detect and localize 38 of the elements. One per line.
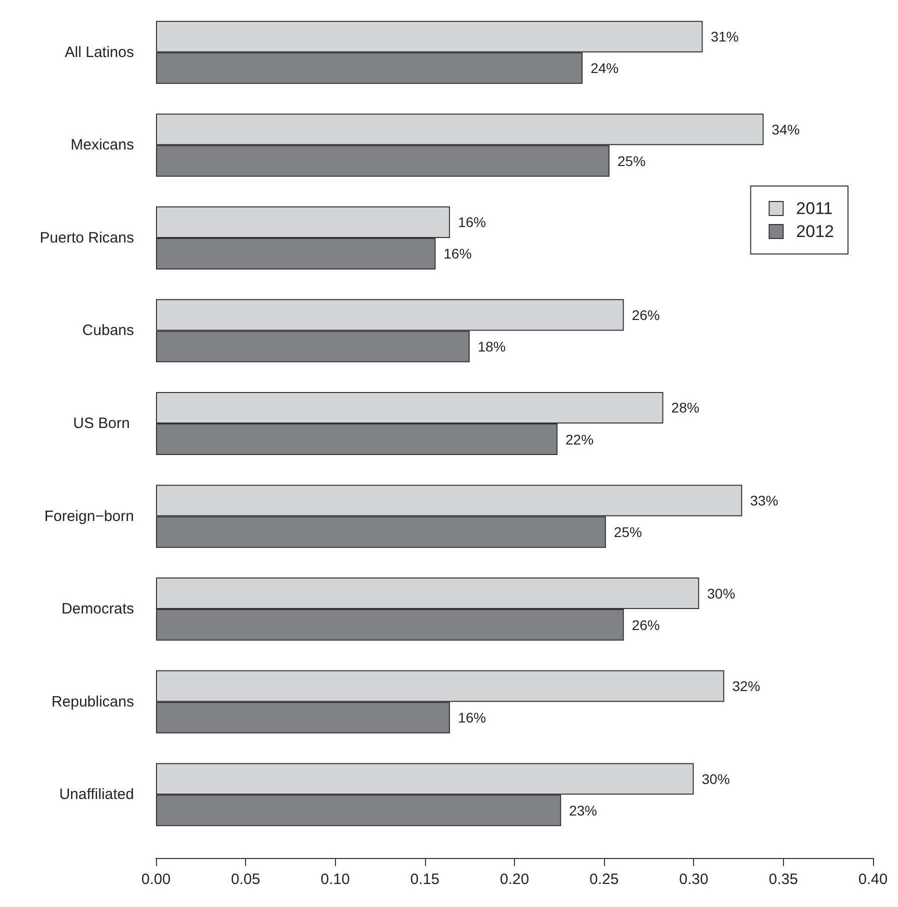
x-tick-label: 0.40 — [858, 871, 888, 888]
data-label: 30% — [702, 770, 730, 787]
data-label: 16% — [444, 246, 472, 262]
data-label: 23% — [569, 802, 598, 818]
x-tick-label: 0.00 — [141, 871, 171, 888]
y-tick-label: Mexicans — [70, 136, 134, 154]
data-label: 25% — [614, 524, 642, 540]
data-label: 28% — [671, 400, 700, 416]
data-label: 34% — [772, 121, 800, 138]
data-label: 32% — [732, 678, 760, 694]
y-tick-label: Foreign−born — [44, 508, 134, 525]
x-tick-label: 0.10 — [320, 871, 350, 888]
y-tick-label: Cubans — [82, 322, 134, 340]
x-tick-label: 0.15 — [410, 871, 440, 888]
data-label: 18% — [478, 338, 506, 354]
x-tick-label: 0.25 — [590, 871, 619, 888]
y-tick-label: Unaffiliated — [59, 786, 134, 804]
x-tick-label: 0.35 — [768, 871, 798, 888]
y-tick-label: US Born — [73, 415, 134, 432]
legend-label: 2012 — [796, 222, 834, 241]
data-label: 30% — [707, 585, 736, 602]
data-label: 33% — [750, 492, 778, 509]
data-label: 24% — [590, 60, 619, 76]
y-tick-label: Republicans — [51, 693, 134, 710]
data-label: 25% — [618, 152, 646, 169]
data-label: 16% — [458, 710, 486, 726]
y-tick-label: All Latinos — [64, 44, 134, 61]
data-label: 16% — [458, 214, 486, 230]
y-tick-label: Puerto Ricans — [40, 229, 134, 246]
data-label: 26% — [632, 616, 660, 633]
data-label: 31% — [710, 28, 739, 45]
data-label: 26% — [632, 306, 660, 323]
legend-label: 2011 — [796, 199, 833, 218]
y-tick-label: Democrats — [61, 600, 134, 618]
x-tick-label: 0.05 — [231, 871, 260, 888]
x-tick-label: 0.20 — [500, 871, 530, 888]
data-label: 22% — [566, 431, 594, 448]
x-tick-label: 0.30 — [679, 871, 708, 888]
